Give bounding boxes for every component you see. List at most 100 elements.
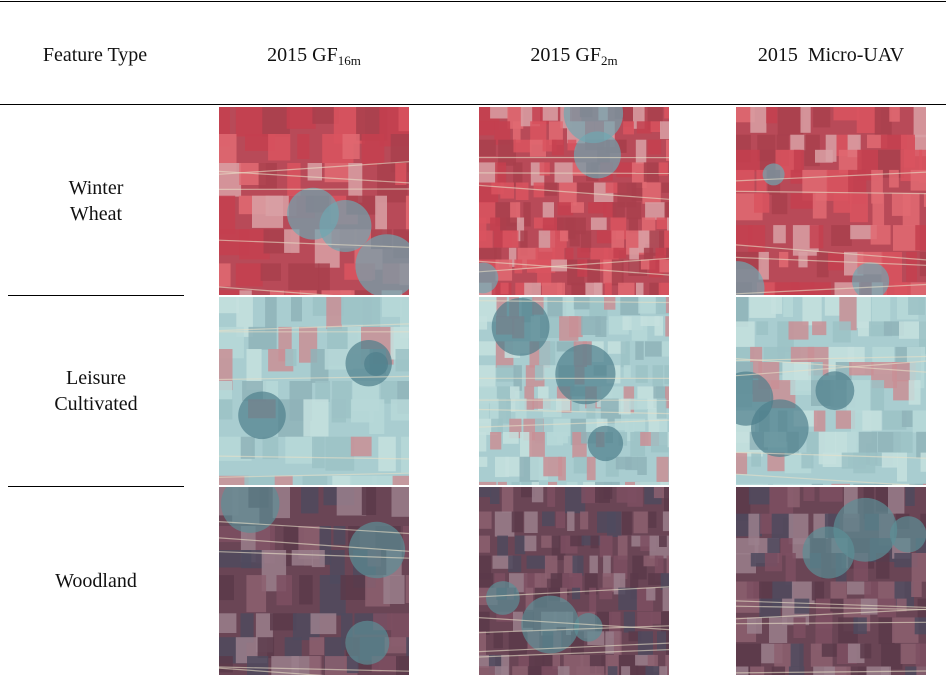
- image-texture: [736, 321, 755, 348]
- image-texture: [557, 202, 574, 216]
- image-texture: [790, 282, 815, 295]
- image-texture: [240, 436, 255, 459]
- row-rule: [8, 295, 184, 296]
- image-texture: [666, 139, 669, 161]
- image-texture: [650, 121, 661, 132]
- image-texture: [838, 149, 862, 174]
- image-texture: [479, 535, 490, 553]
- image-texture: [587, 259, 600, 283]
- image-texture: [219, 195, 236, 235]
- image-texture: [268, 134, 291, 161]
- image-texture: [479, 511, 492, 529]
- image-texture: [649, 282, 662, 295]
- image-texture: [923, 193, 926, 207]
- image-texture: [542, 107, 558, 121]
- image-texture: [219, 375, 409, 381]
- image-texture: [800, 107, 811, 133]
- image-texture: [647, 654, 658, 672]
- image-texture: [219, 613, 237, 633]
- image-texture: [769, 487, 794, 518]
- image-texture: [666, 247, 669, 262]
- image-texture: [862, 410, 882, 431]
- image-texture: [780, 538, 794, 556]
- image-texture: [565, 217, 575, 238]
- header-rule: [0, 104, 946, 105]
- image-texture: [664, 230, 669, 256]
- image-texture: [747, 617, 762, 634]
- image-texture: [662, 511, 669, 532]
- image-texture: [736, 149, 760, 172]
- image-texture: [309, 656, 322, 675]
- image-texture: [562, 297, 575, 318]
- image-texture: [258, 163, 277, 189]
- image-texture: [512, 121, 521, 143]
- image-texture: [914, 617, 926, 635]
- image-texture: [767, 538, 780, 553]
- image-texture: [656, 456, 669, 482]
- image-texture: [640, 259, 656, 270]
- image-texture: [219, 666, 409, 672]
- image-texture: [793, 149, 804, 173]
- image-texture: [802, 526, 855, 579]
- image-texture: [590, 217, 607, 230]
- image-texture: [299, 575, 313, 605]
- image-texture: [788, 321, 809, 340]
- image-texture: [825, 134, 837, 162]
- image-texture: [650, 432, 669, 453]
- image-texture: [537, 259, 552, 286]
- image-texture: [493, 631, 503, 649]
- image-texture: [660, 121, 669, 139]
- image-texture: [618, 587, 638, 611]
- image-texture: [889, 169, 899, 188]
- image-texture: [260, 263, 281, 281]
- image-texture: [503, 432, 519, 444]
- image-texture: [773, 483, 793, 485]
- image-texture: [777, 107, 804, 136]
- image-texture: [764, 553, 783, 572]
- image-texture: [248, 326, 277, 350]
- image-texture: [620, 341, 630, 368]
- image-texture: [636, 282, 644, 295]
- image-texture: [286, 107, 316, 129]
- image-texture: [614, 418, 629, 431]
- image-texture: [383, 575, 405, 604]
- image-texture: [219, 475, 249, 485]
- satellite-image: [479, 107, 669, 295]
- image-texture: [908, 380, 921, 405]
- image-texture: [736, 452, 748, 475]
- image-texture: [500, 182, 514, 199]
- image-texture: [312, 107, 339, 124]
- image-texture: [595, 481, 612, 485]
- image-texture: [508, 247, 517, 267]
- image-texture: [612, 202, 625, 220]
- image-texture: [610, 481, 620, 485]
- image-texture: [835, 410, 856, 429]
- image-texture: [811, 483, 823, 485]
- image-texture: [497, 481, 507, 485]
- image-texture: [923, 483, 926, 485]
- image-texture: [265, 297, 277, 333]
- image-texture: [860, 643, 872, 659]
- image-texture: [811, 362, 823, 387]
- image-texture: [219, 161, 409, 175]
- image-texture: [751, 452, 761, 467]
- satellite-image: [736, 297, 926, 485]
- image-texture: [664, 487, 669, 511]
- image-texture: [497, 535, 508, 558]
- image-texture: [350, 399, 374, 423]
- image-texture: [748, 225, 766, 255]
- image-texture: [756, 169, 767, 193]
- image-texture: [911, 581, 922, 597]
- image-texture: [633, 511, 648, 534]
- image-texture: [510, 202, 521, 223]
- image-texture: [513, 139, 532, 153]
- image-texture: [901, 410, 913, 427]
- image-texture: [479, 172, 669, 174]
- image-texture: [645, 666, 659, 675]
- image-texture: [919, 149, 926, 183]
- image-texture: [624, 418, 635, 441]
- image-texture: [319, 200, 372, 252]
- image-texture: [407, 613, 409, 632]
- image-texture: [494, 666, 509, 675]
- image-texture: [392, 475, 409, 485]
